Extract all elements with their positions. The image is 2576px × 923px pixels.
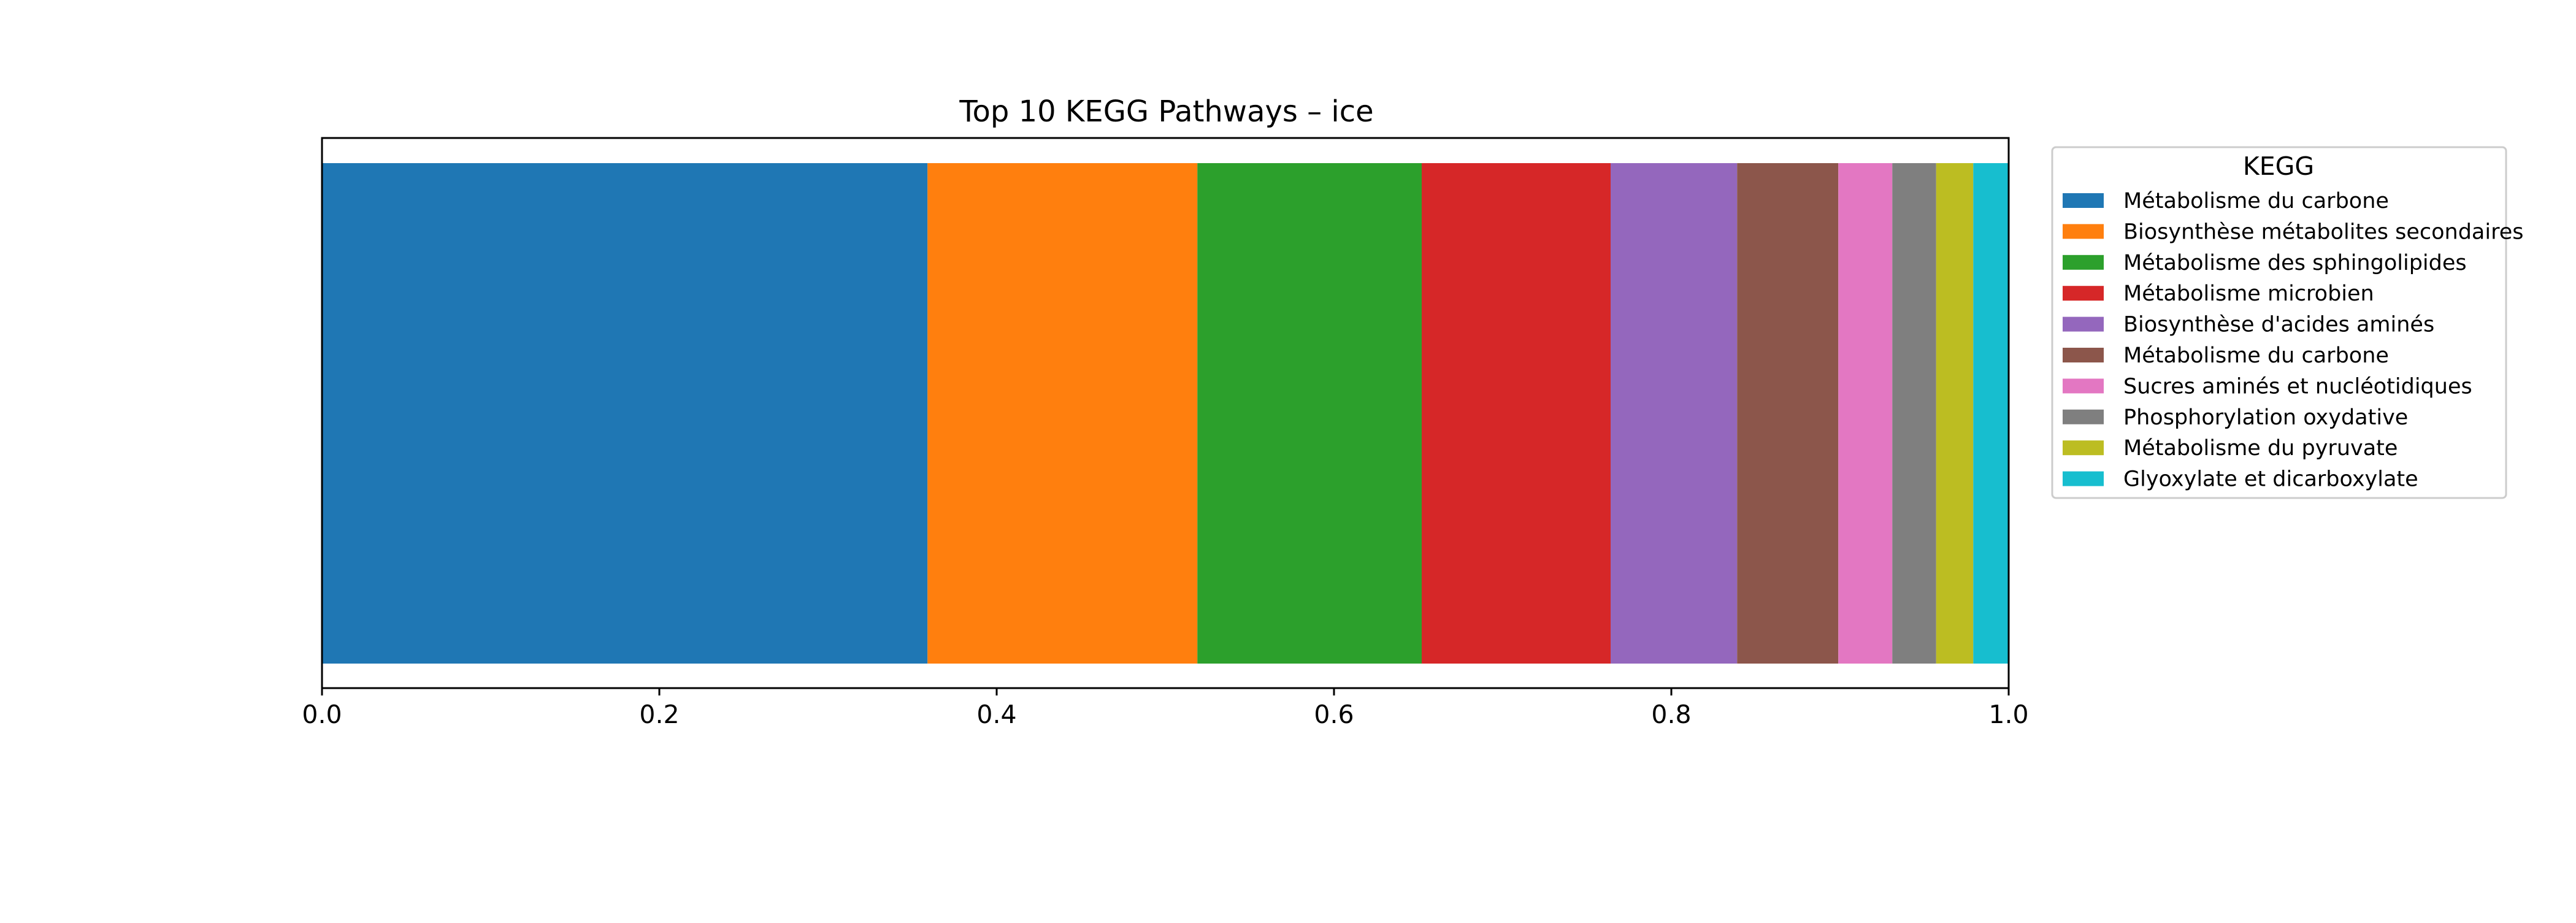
plot-frame <box>321 137 2010 689</box>
legend-label: Métabolisme microbien <box>2123 281 2374 306</box>
chart-title: Top 10 KEGG Pathways – ice <box>959 94 1373 129</box>
bar-segment-7 <box>1838 163 1893 664</box>
x-tick-label: 1.0 <box>1988 700 2028 729</box>
legend: KEGG Métabolisme du carbone Biosynthèse m… <box>2051 146 2524 499</box>
legend-label: Phosphorylation oxydative <box>2123 405 2408 430</box>
bar-segment-5 <box>1611 163 1738 664</box>
legend-label: Métabolisme du carbone <box>2123 343 2389 368</box>
x-tick-label: 0.8 <box>1651 700 1691 729</box>
legend-label: Biosynthèse d'acides aminés <box>2123 313 2434 337</box>
legend-swatch <box>2063 471 2104 486</box>
legend-swatch <box>2063 378 2104 394</box>
bar-segment-3 <box>1197 163 1422 664</box>
legend-label: Métabolisme du carbone <box>2123 189 2389 213</box>
legend-label: Glyoxylate et dicarboxylate <box>2123 467 2418 492</box>
legend-label: Métabolisme du pyruvate <box>2123 436 2398 461</box>
bars-layer <box>322 163 2009 664</box>
legend-swatch <box>2063 193 2104 208</box>
legend-swatch <box>2063 316 2104 332</box>
bar-segment-6 <box>1737 163 1839 664</box>
bar-segment-8 <box>1892 163 1936 664</box>
bar-segment-2 <box>927 163 1198 664</box>
legend-swatch <box>2063 286 2104 301</box>
bar-segment-10 <box>1973 163 2009 664</box>
legend-swatch <box>2063 224 2104 239</box>
legend-entries: Métabolisme du carbone Biosynthèse métabo… <box>2063 189 2524 492</box>
legend-label: Métabolisme des sphingolipides <box>2123 251 2467 275</box>
legend-label: Sucres aminés et nucléotidiques <box>2123 374 2472 399</box>
legend-box <box>2051 146 2507 499</box>
x-tick-label: 0.6 <box>1314 700 1354 729</box>
legend-swatch <box>2063 255 2104 270</box>
bar-segment-9 <box>1936 163 1974 664</box>
legend-label: Biosynthèse métabolites secondaires <box>2123 220 2524 244</box>
legend-title: KEGG <box>2243 151 2314 181</box>
x-axis: 0.0 0.2 0.4 0.6 0.8 1.0 <box>302 688 2029 729</box>
x-tick-label: 0.2 <box>639 700 679 729</box>
legend-swatch <box>2063 440 2104 456</box>
bar-segment-1 <box>322 163 928 664</box>
legend-swatch <box>2063 409 2104 424</box>
x-tick-label: 0.0 <box>302 700 342 729</box>
x-tick-label: 0.4 <box>976 700 1016 729</box>
bar-segment-4 <box>1422 163 1611 664</box>
legend-swatch <box>2063 348 2104 362</box>
